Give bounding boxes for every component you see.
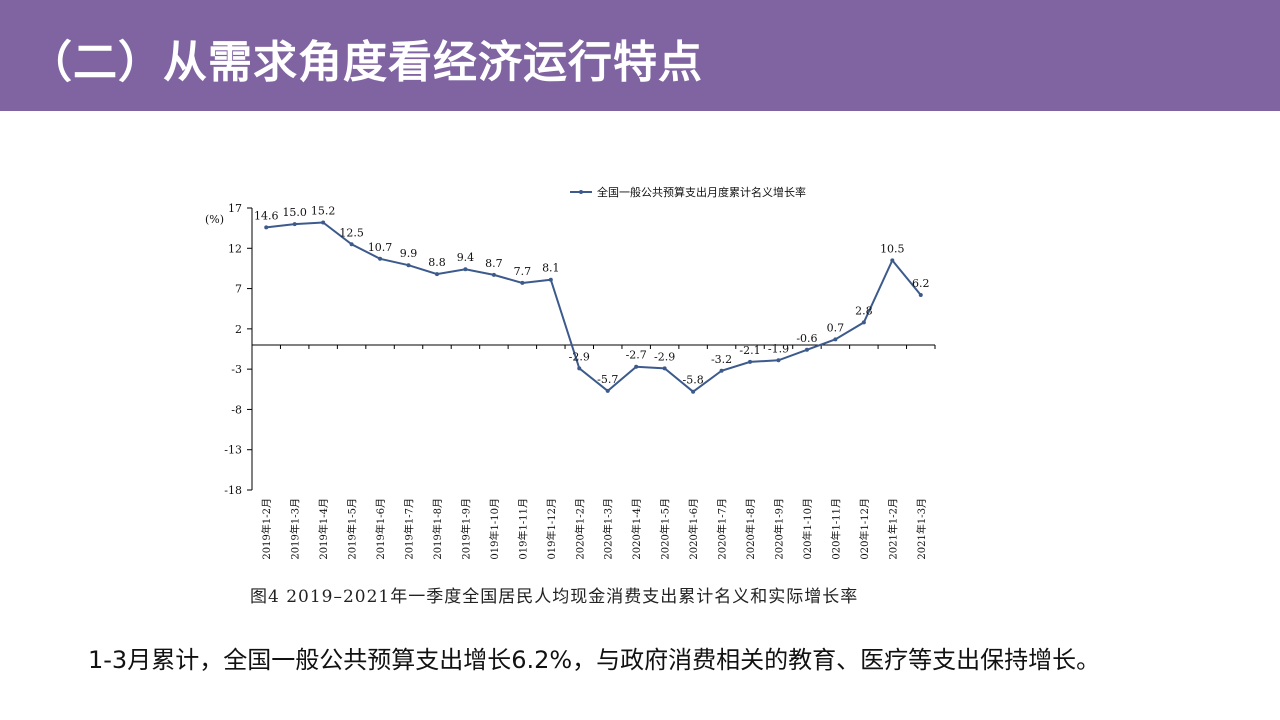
x-tick-label: 2019年1-7月 bbox=[403, 498, 416, 560]
data-point bbox=[434, 272, 439, 277]
x-tick-label: 2019年1-2月 bbox=[260, 498, 273, 560]
data-point bbox=[520, 280, 525, 285]
x-tick-label: 2019年1-9月 bbox=[459, 498, 472, 560]
data-point bbox=[264, 225, 269, 230]
series-line bbox=[266, 221, 922, 393]
data-label: -2.7 bbox=[626, 349, 647, 362]
data-label: 12.5 bbox=[339, 226, 364, 239]
page-title: （二）从需求角度看经济运行特点 bbox=[28, 37, 703, 88]
x-tick-label: 2019年1-12月 bbox=[545, 498, 558, 560]
data-label: -5.8 bbox=[682, 374, 703, 387]
legend-marker bbox=[579, 190, 583, 194]
data-label: -1.9 bbox=[768, 342, 789, 355]
data-label: 10.5 bbox=[880, 242, 905, 255]
data-label: 15.0 bbox=[282, 206, 307, 219]
data-point bbox=[833, 337, 838, 342]
data-point bbox=[804, 347, 809, 352]
data-label: 9.4 bbox=[457, 251, 475, 264]
y-unit-label: (%) bbox=[205, 213, 224, 226]
data-point bbox=[890, 258, 895, 263]
data-label: 6.2 bbox=[912, 277, 930, 290]
y-tick-label: 17 bbox=[228, 202, 242, 215]
data-label: 8.7 bbox=[485, 257, 503, 270]
data-point bbox=[378, 256, 383, 261]
legend-label: 全国一般公共预算支出月度累计名义增长率 bbox=[597, 185, 806, 199]
data-label: 10.7 bbox=[368, 241, 393, 254]
data-label: 9.9 bbox=[400, 247, 418, 260]
x-tick-label: 2021年1-3月 bbox=[915, 498, 928, 560]
data-label: -2.9 bbox=[569, 350, 590, 363]
data-point bbox=[748, 359, 753, 364]
x-tick-label: 2020年1-6月 bbox=[687, 498, 700, 560]
data-point bbox=[548, 277, 553, 282]
x-tick-label: 2021年1-2月 bbox=[886, 498, 899, 560]
x-tick-label: 2019年1-10月 bbox=[488, 498, 501, 560]
data-point bbox=[634, 364, 639, 369]
data-point bbox=[605, 388, 610, 393]
data-point bbox=[491, 272, 496, 277]
line-chart: 17 12 7 2 -3 -8 -13 -18 (%) 2019年1-2月 2019年1-3月 201… bbox=[205, 185, 936, 560]
data-point bbox=[349, 242, 354, 247]
data-label: 15.2 bbox=[311, 205, 336, 218]
data-point bbox=[463, 267, 468, 272]
title-bar: （二）从需求角度看经济运行特点 bbox=[0, 0, 1280, 111]
data-point bbox=[292, 222, 297, 227]
data-point bbox=[861, 320, 866, 325]
data-point bbox=[662, 366, 667, 371]
data-label: -3.2 bbox=[711, 353, 732, 366]
data-label: -0.6 bbox=[796, 332, 817, 345]
x-tick-label: 2020年1-9月 bbox=[772, 498, 785, 560]
data-label: 14.6 bbox=[254, 209, 279, 222]
data-point bbox=[577, 366, 582, 371]
x-tick-label: 2019年1-6月 bbox=[374, 498, 387, 560]
x-tick-label: 2020年1-11月 bbox=[829, 498, 842, 560]
data-point bbox=[918, 293, 923, 298]
y-tick-label: 7 bbox=[235, 283, 242, 296]
x-tick-label: 2019年1-5月 bbox=[346, 498, 359, 560]
x-tick-label: 2019年1-3月 bbox=[289, 498, 302, 560]
x-tick-label: 2020年1-4月 bbox=[630, 498, 643, 560]
figure-caption: 图4 2019–2021年一季度全国居民人均现金消费支出累计名义和实际增长率 bbox=[250, 587, 859, 607]
summary-text: 1-3月累计，全国一般公共预算支出增长6.2%，与政府消费相关的教育、医疗等支出… bbox=[88, 646, 1101, 674]
x-tick-label: 2020年1-3月 bbox=[602, 498, 615, 560]
data-point bbox=[719, 368, 724, 373]
data-label: -5.7 bbox=[597, 373, 618, 386]
y-tick-label: 2 bbox=[235, 323, 242, 336]
x-tick-label: 2020年1-10月 bbox=[801, 498, 814, 560]
y-tick-label: -13 bbox=[224, 444, 242, 457]
x-tick-label: 2020年1-8月 bbox=[744, 498, 757, 560]
y-tick-label: -3 bbox=[231, 363, 242, 376]
data-label: 0.7 bbox=[827, 321, 845, 334]
data-point bbox=[321, 220, 326, 225]
x-tick-label: 2020年1-7月 bbox=[716, 498, 729, 560]
data-point bbox=[776, 358, 781, 363]
data-point bbox=[406, 263, 411, 268]
x-tick-label: 2019年1-11月 bbox=[516, 498, 529, 560]
y-tick-label: -8 bbox=[231, 403, 242, 416]
data-label: 7.7 bbox=[514, 265, 532, 278]
data-label: 8.8 bbox=[428, 256, 446, 269]
data-point bbox=[691, 389, 696, 394]
data-label: -2.1 bbox=[739, 344, 760, 357]
x-tick-label: 2020年1-12月 bbox=[858, 498, 871, 560]
x-tick-label: 2020年1-2月 bbox=[573, 498, 586, 560]
data-label: -2.9 bbox=[654, 350, 675, 363]
y-tick-label: -18 bbox=[224, 484, 242, 497]
x-tick-label: 2020年1-5月 bbox=[659, 498, 672, 560]
data-label: 8.1 bbox=[542, 262, 560, 275]
y-tick-label: 12 bbox=[228, 242, 242, 255]
data-label: 2.8 bbox=[855, 304, 873, 317]
x-tick-label: 2019年1-8月 bbox=[431, 498, 444, 560]
x-tick-label: 2019年1-4月 bbox=[317, 498, 330, 560]
